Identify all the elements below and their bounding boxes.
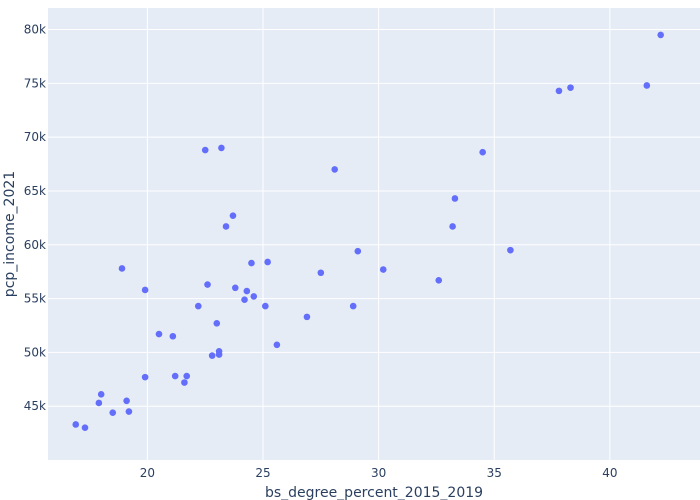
x-tick-label: 25: [255, 466, 270, 480]
x-axis-ticks: 20 25 30 35 40: [140, 466, 618, 480]
y-tick-label: 60k: [24, 238, 46, 252]
y-tick-label: 65k: [24, 184, 46, 198]
data-point: [183, 372, 191, 380]
data-point: [331, 166, 338, 173]
data-point: [354, 247, 362, 255]
grid: [48, 8, 700, 460]
data-point: [479, 148, 486, 156]
data-point: [81, 424, 89, 432]
y-axis-title: pcp_income_2021: [2, 171, 18, 297]
data-point: [303, 313, 311, 321]
data-point: [250, 293, 258, 300]
data-point: [243, 287, 251, 295]
data-point: [171, 372, 179, 380]
data-point: [72, 421, 80, 428]
data-point: [567, 84, 574, 91]
data-point: [262, 302, 269, 310]
data-point: [181, 379, 188, 386]
data-point: [218, 144, 225, 152]
data-point: [349, 302, 357, 310]
data-point: [435, 276, 443, 284]
data-point: [141, 286, 149, 294]
data-point: [451, 195, 459, 202]
data-point: [155, 330, 163, 338]
y-tick-label: 55k: [24, 292, 46, 306]
data-point: [123, 397, 130, 405]
data-point: [379, 266, 387, 273]
data-point: [507, 246, 514, 254]
data-point: [222, 223, 230, 230]
data-point: [241, 296, 248, 303]
data-point: [657, 31, 664, 39]
data-points: [72, 31, 664, 432]
data-point: [215, 348, 223, 355]
data-point: [449, 223, 456, 230]
data-point: [643, 82, 651, 89]
data-point: [95, 399, 103, 407]
x-axis-title: bs_degree_percent_2015_2019: [265, 485, 483, 500]
data-point: [118, 265, 126, 272]
data-point: [208, 352, 216, 359]
y-tick-label: 80k: [24, 23, 46, 37]
data-point: [231, 284, 239, 292]
data-point: [109, 409, 117, 416]
data-point: [169, 332, 177, 340]
x-tick-label: 20: [140, 466, 155, 480]
data-point: [555, 87, 563, 95]
data-point: [125, 408, 133, 415]
data-point: [248, 259, 255, 267]
y-tick-label: 70k: [24, 130, 46, 144]
data-point: [229, 212, 237, 220]
y-axis-ticks: 45k 50k 55k 60k 65k 70k 75k 80k: [24, 23, 46, 414]
y-tick-label: 75k: [24, 76, 46, 90]
x-tick-label: 30: [371, 466, 386, 480]
data-point: [204, 281, 211, 288]
x-tick-label: 35: [487, 466, 502, 480]
data-point: [273, 341, 281, 349]
x-tick-label: 40: [602, 466, 617, 480]
data-point: [213, 320, 221, 327]
y-tick-label: 45k: [24, 399, 46, 413]
data-point: [201, 146, 209, 154]
y-tick-label: 50k: [24, 345, 46, 359]
data-point: [97, 391, 105, 398]
plot-area: [48, 8, 700, 460]
data-point: [264, 258, 271, 266]
data-point: [317, 269, 325, 277]
data-point: [141, 373, 149, 381]
data-point: [194, 302, 202, 310]
